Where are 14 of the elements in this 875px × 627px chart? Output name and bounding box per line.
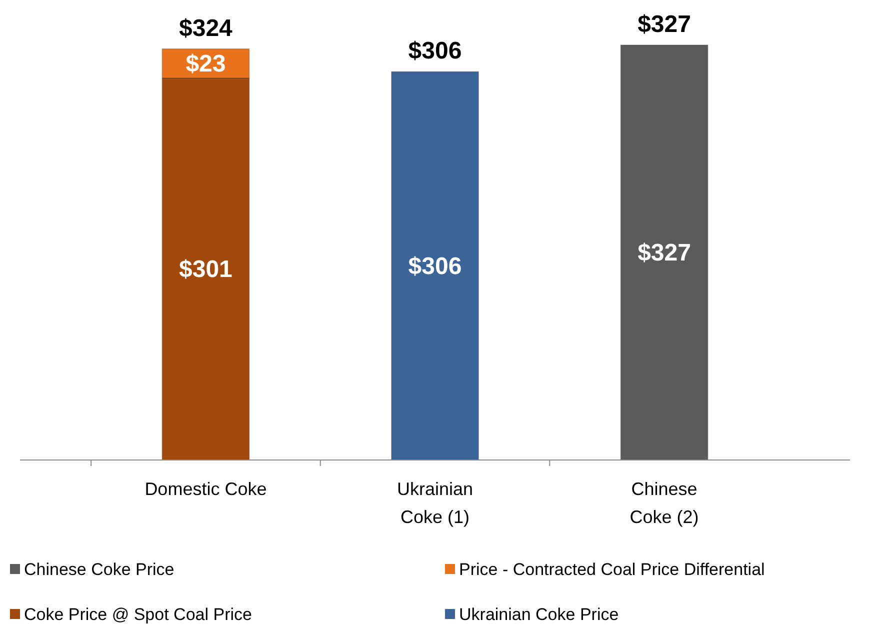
- x-tick-label: Domestic Coke: [144, 479, 267, 499]
- data-label: $23: [186, 50, 226, 78]
- legend-label: Price - Contracted Coal Price Differential: [459, 560, 765, 579]
- x-tick-label: Ukrainian Coke (1): [396, 479, 474, 527]
- total-label: $306: [408, 38, 462, 65]
- total-label: $327: [638, 11, 691, 38]
- legend-label: Chinese Coke Price: [24, 560, 174, 579]
- data-label: $301: [179, 256, 232, 283]
- legend-label: Coke Price @ Spot Coal Price: [24, 605, 252, 624]
- legend-label: Ukrainian Coke Price: [459, 605, 619, 624]
- data-label: $306: [408, 252, 462, 280]
- x-tick-label: Chinese Coke (2): [630, 479, 699, 527]
- data-label: $327: [638, 240, 691, 266]
- total-label: $324: [179, 14, 234, 42]
